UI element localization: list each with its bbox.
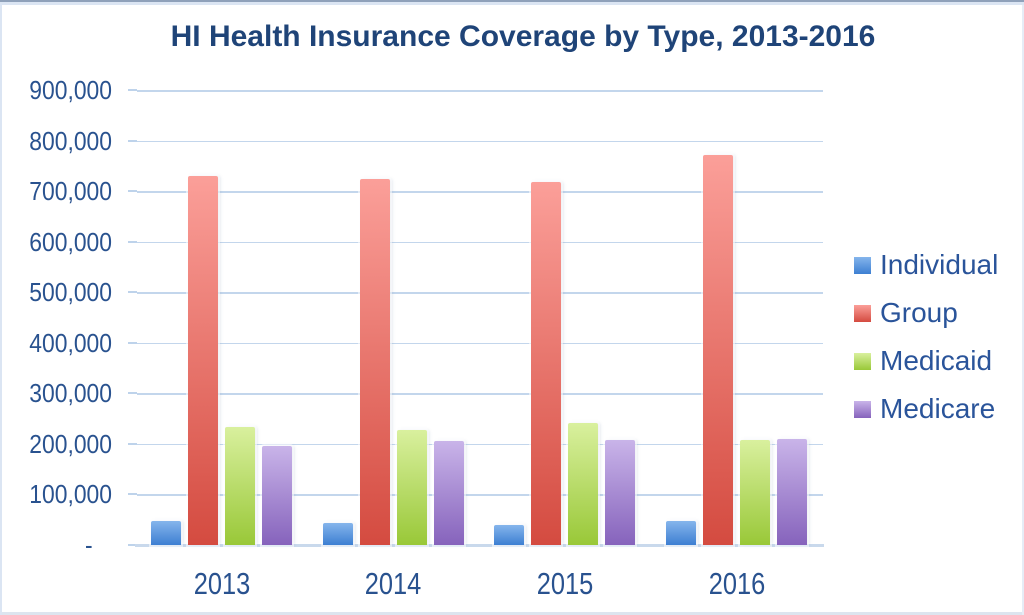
- y-tick-label: 100,000: [29, 479, 112, 510]
- legend-label: Group: [880, 297, 958, 328]
- bar-individual-2015: [494, 525, 525, 545]
- bar-group-2015: [531, 181, 562, 545]
- y-axis-ticks: [128, 0, 138, 615]
- gridline: [137, 494, 823, 496]
- y-tick-label: -: [85, 530, 93, 560]
- legend-swatch-group: [854, 304, 871, 322]
- legend: Individual Group Medicaid Medicare: [854, 241, 998, 433]
- y-tick-label: 300,000: [29, 378, 112, 409]
- legend-swatch-individual: [854, 256, 871, 274]
- bar-group-2014: [359, 178, 390, 545]
- bar-medicare-2016: [777, 438, 808, 545]
- y-tick-mark: [128, 392, 137, 395]
- bar-medicaid-2016: [740, 439, 771, 545]
- chart-title: HI Health Insurance Coverage by Type, 20…: [170, 20, 876, 53]
- gridline: [137, 241, 823, 244]
- gridline: [137, 443, 823, 446]
- y-tick-mark: [128, 190, 137, 193]
- legend-swatch-medicaid: [854, 352, 871, 370]
- bar-individual-2014: [322, 523, 353, 545]
- legend-item-medicaid: Medicaid: [854, 337, 998, 385]
- y-tick-mark: [128, 89, 137, 91]
- y-tick-mark: [128, 291, 137, 294]
- y-tick-label: 700,000: [29, 176, 112, 207]
- bar-individual-2016: [666, 520, 697, 545]
- y-tick-mark: [128, 493, 137, 496]
- legend-label: Medicare: [880, 393, 996, 424]
- legend-swatch-medicare: [854, 400, 871, 418]
- y-tick-label: 200,000: [29, 428, 112, 459]
- y-tick-mark: [128, 240, 137, 243]
- gridline: [137, 90, 823, 92]
- x-axis-line: [135, 544, 824, 547]
- legend-label: Medicaid: [880, 345, 993, 376]
- gridline: [137, 342, 823, 345]
- bar-group-2016: [703, 155, 734, 545]
- y-tick-label: 800,000: [29, 125, 112, 156]
- y-tick-mark: [128, 544, 137, 546]
- y-tick-label: 400,000: [29, 327, 112, 358]
- x-tick-label-2013: 2013: [193, 566, 250, 601]
- legend-item-group: Group: [854, 289, 998, 337]
- x-tick-label-2015: 2015: [536, 566, 594, 601]
- bar-medicare-2014: [433, 441, 464, 545]
- bar-group-2013: [188, 175, 218, 545]
- x-tick-label-2016: 2016: [708, 566, 765, 601]
- legend-item-medicare: Medicare: [854, 385, 998, 433]
- y-axis: 900,000 800,000 700,000 600,000 500,000 400,0…: [0, 0, 112, 615]
- y-tick-mark: [128, 341, 137, 344]
- legend-label: Individual: [880, 249, 999, 280]
- bar-medicare-2015: [605, 440, 636, 545]
- gridline: [137, 140, 823, 143]
- gridline: [137, 393, 823, 395]
- bar-medicaid-2013: [225, 427, 255, 545]
- plot-area: [135, 90, 824, 547]
- bar-individual-2013: [151, 521, 181, 545]
- legend-item-individual: Individual: [854, 241, 998, 289]
- gridline: [137, 191, 823, 193]
- y-tick-label: 900,000: [29, 75, 112, 105]
- y-tick-mark: [128, 442, 137, 445]
- y-tick-mark: [128, 139, 137, 142]
- y-tick-label: 500,000: [29, 277, 112, 308]
- x-tick-label-2014: 2014: [364, 566, 422, 601]
- x-axis: 2013 2014 2015 2016: [0, 566, 1024, 606]
- gridline: [137, 292, 823, 294]
- bar-medicaid-2014: [396, 429, 427, 545]
- bar-medicaid-2015: [568, 422, 599, 545]
- bar-medicare-2013: [262, 445, 292, 545]
- y-tick-label: 600,000: [29, 226, 112, 257]
